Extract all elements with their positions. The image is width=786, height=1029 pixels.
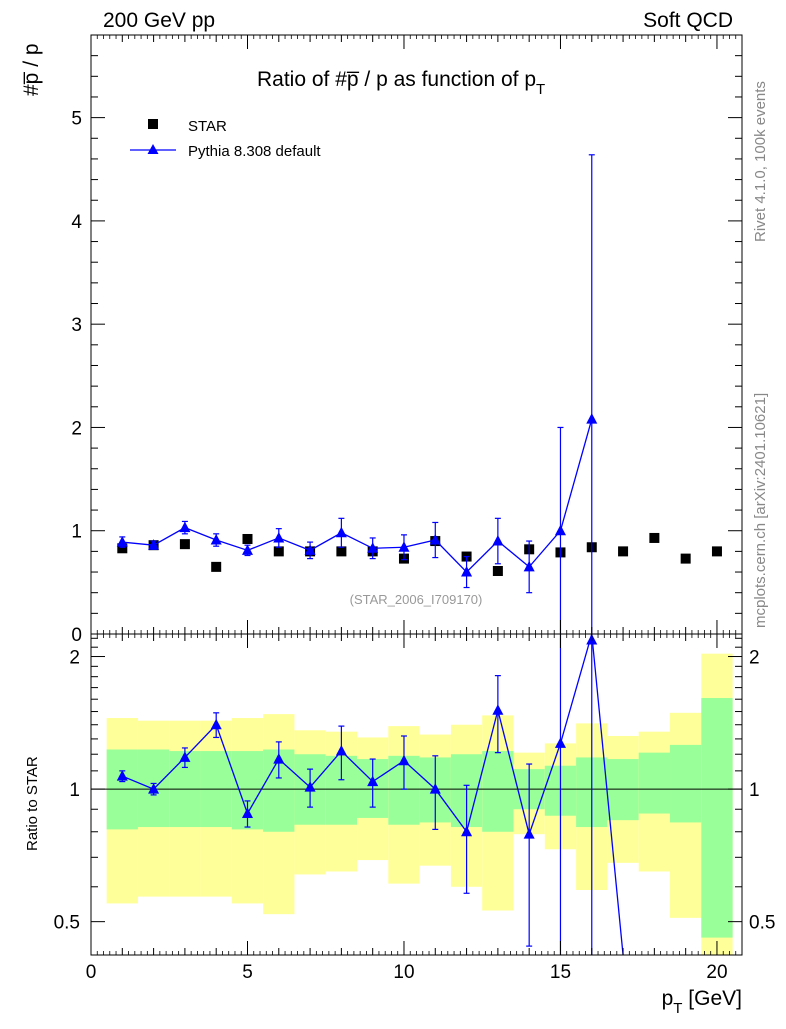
pythia-data-point	[586, 413, 598, 424]
x-tick-label: 15	[550, 962, 571, 983]
ratio-data-point	[554, 737, 566, 748]
x-axis-label-main: p	[662, 987, 674, 1010]
uncertainty-band-inner	[482, 751, 514, 832]
chart-title-sub: T	[536, 81, 545, 98]
star-data-point	[242, 533, 253, 544]
ratio-data-point	[367, 775, 379, 787]
ratio-data-point	[398, 754, 410, 766]
uncertainty-band-inner	[670, 744, 702, 823]
ratio-data-point	[241, 807, 254, 819]
legend-pythia-marker	[147, 144, 159, 154]
uncertainty-band-inner	[607, 759, 639, 821]
pythia-data-point	[241, 544, 254, 555]
y-tick-label: 3	[71, 315, 82, 336]
y-tick-label: 4	[71, 212, 82, 233]
star-data-point	[649, 532, 660, 543]
pythia-data-point	[210, 534, 222, 545]
x-tick-label: 5	[242, 962, 253, 983]
pythia-data-point	[429, 534, 441, 545]
ratio-y-tick-label: 2	[69, 648, 80, 669]
pythia-data-point	[148, 539, 160, 550]
chart-title-main: Ratio of #p̅ / p as function of p	[257, 68, 536, 91]
ratio-data-point	[335, 745, 347, 756]
upper-panel-data-layer-marks	[116, 154, 722, 634]
star-data-point	[117, 543, 128, 554]
legend-pythia-label: Pythia 8.308 default	[188, 143, 321, 160]
star-data-point	[336, 546, 347, 557]
lower-ylabel: Ratio to STAR	[24, 756, 41, 851]
ratio-y-tick-label-right: 1	[749, 780, 760, 801]
x-tick-label: 20	[706, 962, 727, 983]
pythia-data-point	[554, 524, 566, 536]
pythia-line	[122, 419, 593, 573]
ratio-y-tick-label-right: 2	[749, 648, 760, 669]
lower-panel-data-layer	[116, 634, 624, 955]
pythia-data-point	[492, 535, 504, 546]
star-data-point	[273, 546, 284, 557]
axes-layer: 0 5 10 15 20 0 1 2 3 4 5 0.5 0.5 1 1 2 2	[54, 34, 775, 983]
pythia-data-point	[461, 566, 473, 577]
star-data-point	[211, 561, 222, 572]
pythia-data-point	[398, 541, 410, 552]
pythia-data-point	[273, 531, 285, 543]
pythia-data-point	[367, 542, 379, 553]
star-data-point	[680, 553, 691, 564]
y-tick-label: 5	[71, 109, 82, 130]
ratio-data-point	[148, 783, 160, 794]
ratio-data-point	[523, 828, 535, 839]
legend-star-label: STAR	[188, 118, 227, 135]
star-data-point	[179, 539, 190, 550]
x-tick-label: 0	[86, 962, 97, 983]
ratio-data-point	[429, 783, 441, 794]
star-data-point	[492, 566, 503, 577]
pythia-data-point	[335, 526, 347, 538]
star-data-point	[618, 546, 629, 557]
ratio-y-tick-label-right: 0.5	[749, 913, 775, 934]
ratio-data-point	[304, 781, 316, 792]
mcplots-side-label: mcplots.cern.ch [arXiv:2401.10621]	[752, 393, 769, 628]
y-tick-label: 0	[71, 625, 82, 646]
pythia-data-point	[116, 536, 128, 547]
analysis-watermark: (STAR_2006_I709170)	[350, 592, 483, 607]
uncertainty-band-inner	[701, 698, 733, 938]
x-tick-label: 10	[393, 962, 414, 983]
x-axis-label-sub: T	[673, 1000, 682, 1017]
legend-star-marker	[148, 119, 158, 129]
ratio-data-point	[461, 825, 473, 837]
rivet-side-label: Rivet 4.1.0, 100k events	[752, 81, 769, 242]
x-axis-label-unit: [GeV]	[682, 987, 742, 1010]
uncertainty-band-inner	[638, 752, 671, 814]
header-right: Soft QCD	[643, 9, 733, 32]
ratio-y-tick-label: 1	[69, 780, 80, 801]
x-axis-label: pT [GeV]	[662, 987, 742, 1017]
legend: STAR Pythia 8.308 default	[130, 118, 321, 160]
chart-title: Ratio of #p̅ / p as function of pT	[257, 68, 545, 98]
pythia-data-point	[304, 544, 316, 555]
ratio-data-point	[116, 770, 128, 781]
header-left: 200 GeV pp	[103, 9, 215, 32]
star-data-point	[711, 546, 722, 557]
upper-ylabel: #p̅ / p	[20, 43, 43, 96]
ratio-data-point	[492, 704, 504, 715]
ratio-data-point	[210, 718, 222, 730]
pythia-data-point	[179, 521, 191, 533]
y-tick-label: 1	[71, 522, 82, 543]
ratio-data-point	[179, 751, 191, 762]
ratio-y-tick-label: 0.5	[54, 913, 80, 934]
lower-panel-band-layer	[91, 653, 742, 955]
ratio-data-point	[273, 753, 285, 764]
pythia-data-point	[523, 560, 535, 572]
y-tick-label: 2	[71, 418, 82, 439]
